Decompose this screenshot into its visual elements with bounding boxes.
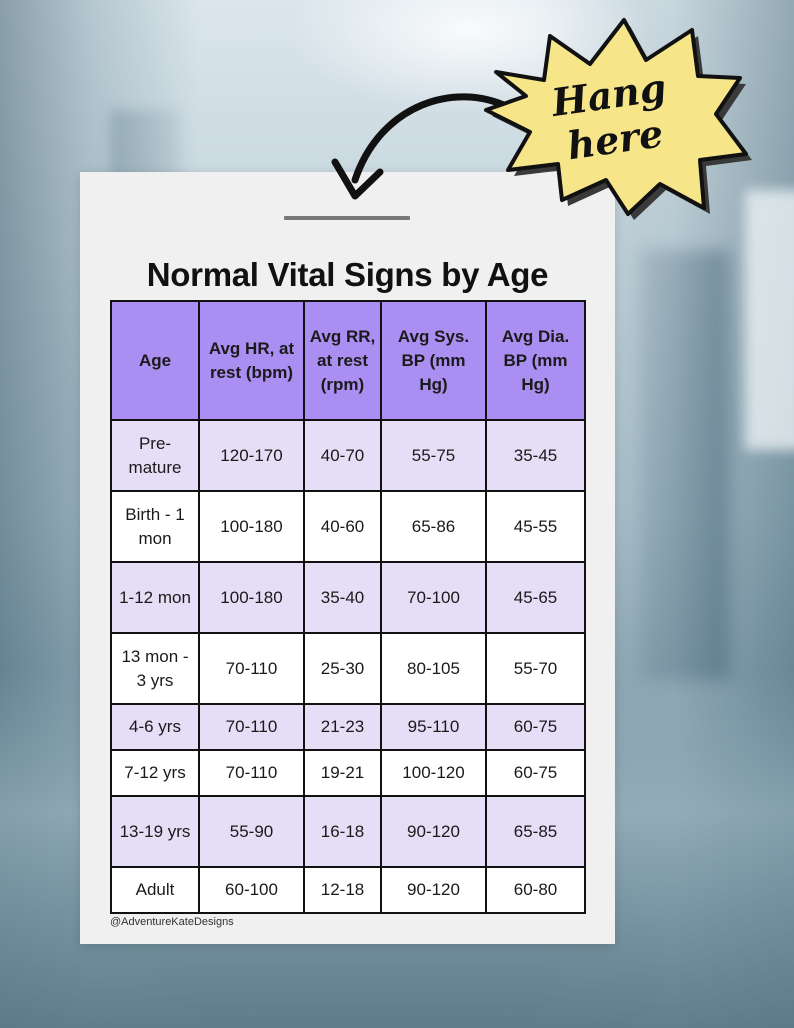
header-systolic-bp: Avg Sys. BP (mm Hg) [380, 300, 487, 421]
cell-dia: 65-85 [485, 795, 586, 868]
cell-hr: 55-90 [198, 795, 305, 868]
cell-hr: 120-170 [198, 419, 305, 492]
cell-sys: 90-120 [380, 795, 487, 868]
cell-dia: 55-70 [485, 632, 586, 705]
cell-sys: 70-100 [380, 561, 487, 634]
poster-title: Normal Vital Signs by Age [146, 256, 549, 293]
cell-age: Adult [110, 866, 200, 914]
cell-age: Birth - 1 mon [110, 490, 200, 563]
cell-dia: 60-80 [485, 866, 586, 914]
cell-hr: 70-110 [198, 703, 305, 751]
cell-sys: 90-120 [380, 866, 487, 914]
cell-dia: 60-75 [485, 703, 586, 751]
cell-hr: 70-110 [198, 632, 305, 705]
cell-dia: 35-45 [485, 419, 586, 492]
cell-age: 7-12 yrs [110, 749, 200, 797]
cell-rr: 35-40 [303, 561, 382, 634]
cell-hr: 100-180 [198, 490, 305, 563]
corridor-window [745, 190, 794, 450]
cell-dia: 45-65 [485, 561, 586, 634]
cell-age: 13 mon - 3 yrs [110, 632, 200, 705]
footer-credit: @AdventureKateDesigns [110, 916, 234, 928]
cell-sys: 80-105 [380, 632, 487, 705]
table-row: 7-12 yrs 70-110 19-21 100-120 60-75 [110, 749, 586, 797]
table-row: 4-6 yrs 70-110 21-23 95-110 60-75 [110, 703, 586, 751]
cell-age: Pre-mature [110, 419, 200, 492]
cell-sys: 100-120 [380, 749, 487, 797]
cell-rr: 19-21 [303, 749, 382, 797]
cell-sys: 55-75 [380, 419, 487, 492]
cell-age: 13-19 yrs [110, 795, 200, 868]
header-age: Age [110, 300, 200, 421]
hang-slot [284, 216, 410, 220]
cell-age: 4-6 yrs [110, 703, 200, 751]
cell-sys: 95-110 [380, 703, 487, 751]
table-row: Birth - 1 mon 100-180 40-60 65-86 45-55 [110, 490, 586, 563]
cell-rr: 40-70 [303, 419, 382, 492]
table-header-row: Age Avg HR, at rest (bpm) Avg RR, at res… [110, 300, 586, 421]
cell-rr: 12-18 [303, 866, 382, 914]
cell-rr: 16-18 [303, 795, 382, 868]
vital-signs-table: Age Avg HR, at rest (bpm) Avg RR, at res… [110, 300, 586, 914]
cell-dia: 45-55 [485, 490, 586, 563]
header-respiratory-rate: Avg RR, at rest (rpm) [303, 300, 382, 421]
callout-burst [484, 18, 752, 220]
cell-rr: 25-30 [303, 632, 382, 705]
table-row: 13-19 yrs 55-90 16-18 90-120 65-85 [110, 795, 586, 868]
cell-hr: 70-110 [198, 749, 305, 797]
poster-sheet: Normal Vital Signs by Age Age Avg HR, at… [80, 172, 615, 944]
curved-arrow-icon [331, 93, 514, 200]
corridor-door-right [640, 250, 730, 680]
header-diastolic-bp: Avg Dia. BP (mm Hg) [485, 300, 586, 421]
cell-dia: 60-75 [485, 749, 586, 797]
cell-sys: 65-86 [380, 490, 487, 563]
cell-age: 1-12 mon [110, 561, 200, 634]
cell-rr: 40-60 [303, 490, 382, 563]
cell-hr: 60-100 [198, 866, 305, 914]
cell-rr: 21-23 [303, 703, 382, 751]
table-row: Adult 60-100 12-18 90-120 60-80 [110, 866, 586, 914]
table-row: 1-12 mon 100-180 35-40 70-100 45-65 [110, 561, 586, 634]
cell-hr: 100-180 [198, 561, 305, 634]
header-heart-rate: Avg HR, at rest (bpm) [198, 300, 305, 421]
table-row: 13 mon - 3 yrs 70-110 25-30 80-105 55-70 [110, 632, 586, 705]
table-row: Pre-mature 120-170 40-70 55-75 35-45 [110, 419, 586, 492]
